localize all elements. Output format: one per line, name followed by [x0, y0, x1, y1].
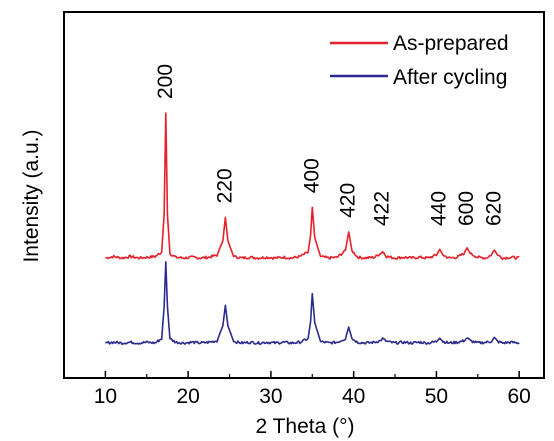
peak-label: 422 — [371, 191, 394, 226]
x-tick-label: 60 — [507, 385, 530, 408]
x-tick-label: 50 — [425, 385, 448, 408]
x-tick-label: 40 — [342, 385, 365, 408]
legend: As-prepared After cycling — [330, 32, 509, 89]
peak-label: 600 — [455, 191, 478, 226]
peak-label: 620 — [482, 191, 505, 226]
x-axis-ticks: 10 20 30 40 50 60 — [94, 371, 531, 408]
peak-label: 420 — [337, 183, 360, 218]
x-tick-label: 20 — [176, 385, 199, 408]
series-layer — [105, 113, 519, 344]
peak-label: 400 — [300, 158, 323, 193]
peak-label: 440 — [428, 191, 451, 226]
x-axis-title: 2 Theta (°) — [255, 415, 354, 438]
y-axis-title: Intensity (a.u.) — [20, 129, 43, 262]
x-tick-label: 10 — [94, 385, 117, 408]
legend-label-after-cycling: After cycling — [393, 66, 507, 89]
legend-label-as-prepared: As-prepared — [393, 32, 509, 55]
peak-label: 220 — [213, 168, 236, 203]
peak-label: 200 — [154, 64, 177, 99]
series-line-after-cycling — [105, 262, 519, 344]
x-tick-label: 30 — [259, 385, 282, 408]
